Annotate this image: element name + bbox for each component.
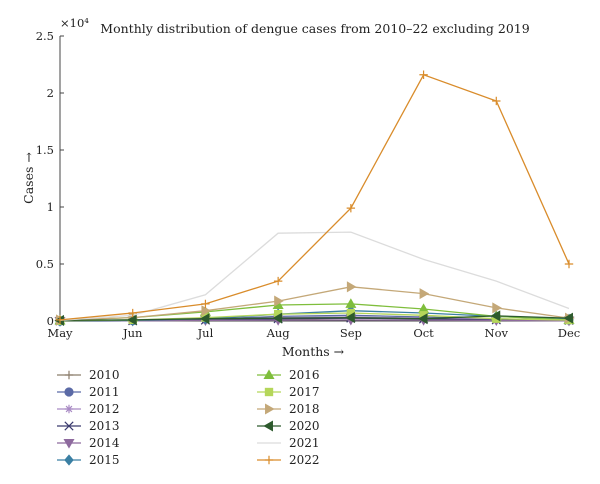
legend-item-2011: 2011 (57, 385, 120, 399)
legend-label: 2020 (289, 419, 320, 433)
data-point-2018 (492, 302, 502, 314)
legend-marker (265, 403, 275, 415)
legend-marker (264, 387, 274, 397)
legend-marker (63, 439, 75, 449)
data-point-2020 (563, 312, 573, 324)
data-point-2020 (127, 314, 137, 326)
data-point-2018 (274, 295, 284, 307)
legend-item-2016: 2016 (257, 368, 320, 382)
x-axis-label: Months → (282, 344, 345, 359)
legend-marker (64, 421, 74, 431)
legend-label: 2012 (89, 402, 120, 416)
legend-marker (64, 404, 74, 414)
series-2020 (54, 310, 573, 326)
data-point-2020 (345, 312, 355, 324)
legend-item-2018: 2018 (257, 402, 320, 416)
data-point-2020 (199, 313, 210, 325)
x-tick-label: Jul (197, 326, 214, 340)
data-point-2020 (490, 310, 501, 322)
data-point-2022 (564, 259, 574, 269)
series-layer (54, 70, 575, 327)
legend-item-2022: 2022 (257, 453, 320, 467)
legend-marker (64, 370, 74, 380)
data-point-2018 (346, 281, 357, 293)
legend-label: 2016 (289, 368, 320, 382)
data-point-2022 (55, 315, 65, 325)
y-tick-label: 1.5 (36, 143, 54, 157)
legend-label: 2015 (89, 453, 120, 467)
data-point-2020 (272, 312, 283, 324)
chart-title: Monthly distribution of dengue cases fro… (100, 21, 529, 36)
legend-marker (264, 455, 274, 465)
series-line-2022 (59, 73, 570, 321)
x-tick-label: Jun (122, 326, 143, 340)
series-2022 (55, 70, 574, 325)
legend-marker (64, 454, 74, 466)
legend-item-2017: 2017 (257, 385, 320, 399)
legend-item-2021: 2021 (257, 436, 320, 450)
legend-item-2012: 2012 (57, 402, 120, 416)
y-tick-label: 2 (47, 86, 54, 100)
legend-item-2010: 2010 (57, 368, 120, 382)
y-tick-label: 0 (47, 314, 54, 328)
data-point-2016 (345, 298, 357, 308)
y-axis-label: Cases → (21, 152, 36, 204)
data-point-2022 (492, 96, 501, 106)
series-line-2014 (59, 319, 570, 322)
legend-label: 2017 (289, 385, 320, 399)
x-tick-label: Aug (266, 326, 291, 340)
y-axis-exponent: ×10⁴ (60, 16, 89, 30)
y-tick-label: 0.5 (36, 257, 54, 271)
data-point-2018 (419, 288, 430, 300)
legend-marker (64, 387, 74, 397)
legend-label: 2010 (89, 368, 120, 382)
x-tick-label: Dec (558, 326, 580, 340)
legend-label: 2021 (289, 436, 320, 450)
series-line-2020 (59, 315, 570, 322)
legend-marker (263, 420, 273, 432)
legend-label: 2018 (289, 402, 320, 416)
legend-label: 2014 (89, 436, 120, 450)
y-axis-ticks: 0 0.5 1 1.5 2 2.5 (36, 29, 64, 328)
y-tick-label: 2.5 (36, 29, 54, 43)
legend-label: 2011 (89, 385, 120, 399)
data-point-2022 (273, 276, 283, 286)
data-point-2022 (419, 70, 428, 79)
x-tick-label: Sep (340, 326, 362, 340)
series-line-2018 (59, 286, 570, 321)
legend-marker (263, 369, 275, 379)
data-point-2020 (417, 313, 428, 325)
legend-item-2020: 2020 (257, 419, 320, 433)
data-point-2018 (201, 305, 212, 317)
legend-label: 2013 (89, 419, 120, 433)
x-tick-label: May (47, 326, 73, 340)
legend-label: 2022 (289, 453, 320, 467)
data-point-2022 (346, 203, 356, 213)
data-point-2022 (128, 308, 137, 318)
data-point-2022 (201, 299, 210, 309)
y-tick-label: 1 (47, 200, 54, 214)
legend-item-2015: 2015 (57, 453, 120, 467)
x-tick-label: Oct (413, 326, 434, 340)
legend-item-2013: 2013 (57, 419, 120, 433)
legend-item-2014: 2014 (57, 436, 120, 450)
legend: 2010 2011 2012 2013 2014 2015 2016 2017 2018 2020… (57, 368, 320, 467)
x-tick-label: Nov (485, 326, 509, 340)
